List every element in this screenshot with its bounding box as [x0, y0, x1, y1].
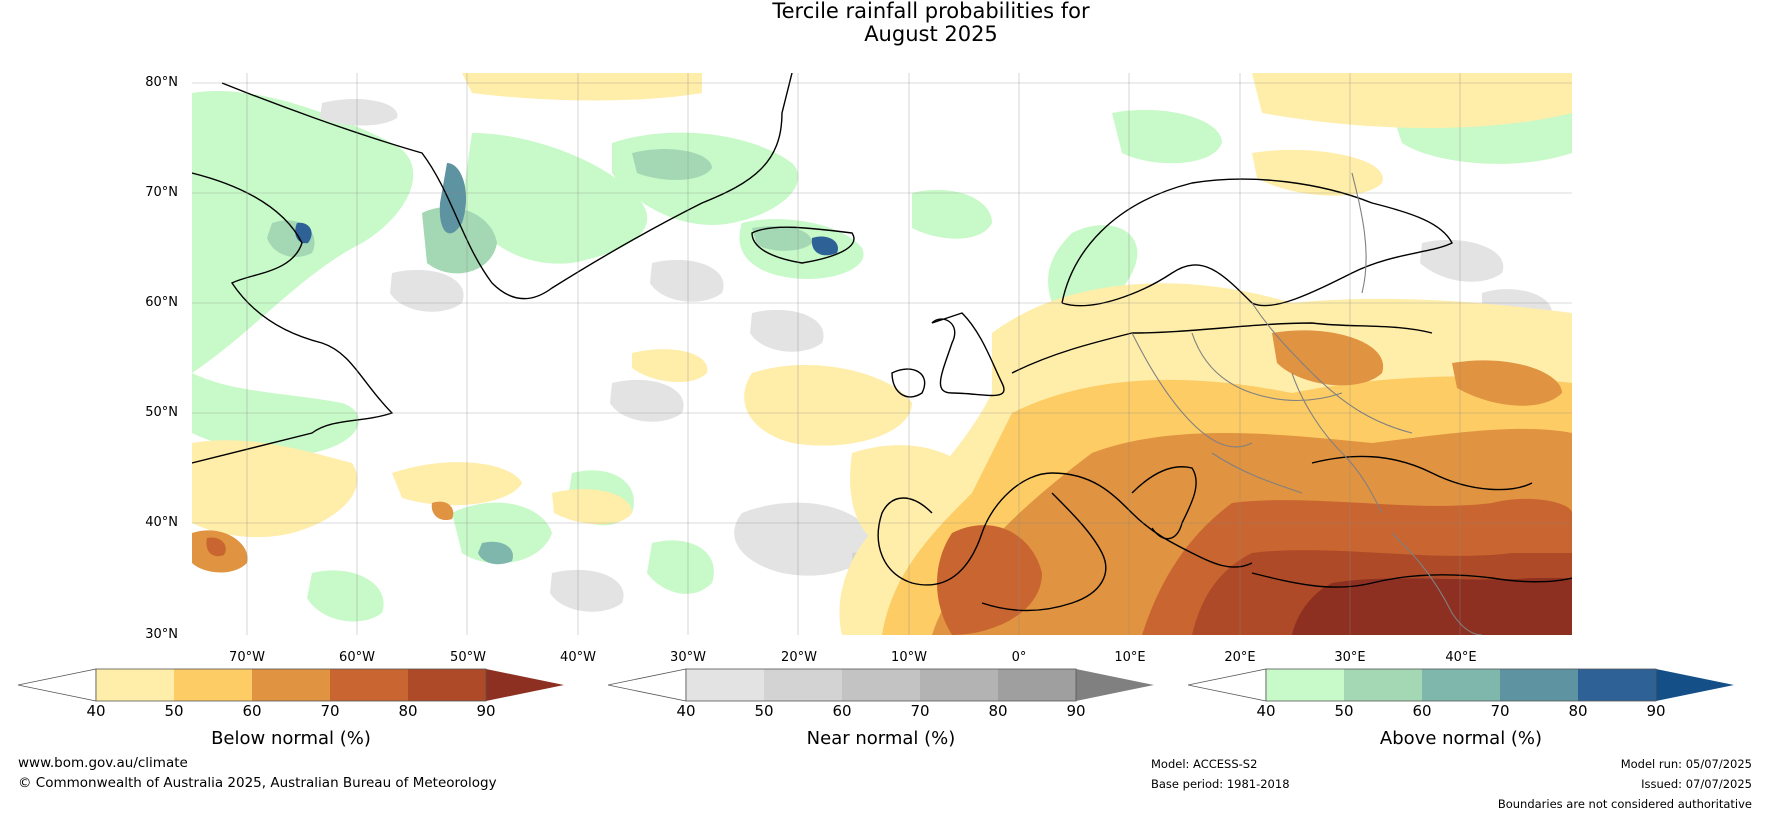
above-normal-label: Above normal (%) — [1379, 728, 1543, 749]
above-tick-40: 40 — [1256, 702, 1276, 720]
country-borders — [1131, 172, 1483, 635]
lat-label-50n: 50°N — [145, 405, 178, 420]
above-tick-60: 60 — [1412, 702, 1432, 720]
lat-label-70n: 70°N — [145, 185, 178, 200]
colorbar-near-swatches — [608, 668, 1154, 702]
below-tick-40: 40 — [86, 702, 106, 720]
model-text: Model: ACCESS-S2 — [1151, 757, 1258, 771]
colorbar-above-swatches — [1188, 668, 1734, 702]
below-normal-label: Below normal (%) — [211, 728, 371, 749]
near-tick-80: 80 — [988, 702, 1008, 720]
lat-label-80n: 80°N — [145, 75, 178, 90]
lon-label-10w: 10°W — [891, 650, 927, 665]
graticule — [192, 73, 1572, 635]
below-tick-80: 80 — [398, 702, 418, 720]
lon-label-70w: 70°W — [229, 650, 265, 665]
lon-label-60w: 60°W — [339, 650, 375, 665]
near-tick-90: 90 — [1066, 702, 1086, 720]
website-link[interactable]: www.bom.gov.au/climate — [18, 755, 188, 771]
disclaimer-text: Boundaries are not considered authoritat… — [1497, 797, 1752, 811]
lon-label-0: 0° — [1011, 650, 1027, 665]
rainfall-probability-map — [192, 73, 1572, 635]
lon-label-10e: 10°E — [1114, 650, 1146, 665]
lon-label-50w: 50°W — [450, 650, 486, 665]
lon-label-40w: 40°W — [560, 650, 596, 665]
title-line-2: August 2025 — [864, 22, 998, 46]
lon-label-20w: 20°W — [781, 650, 817, 665]
lon-label-30e: 30°E — [1334, 650, 1366, 665]
colorbar-below-swatches — [18, 668, 564, 702]
below-tick-70: 70 — [320, 702, 340, 720]
base-period-text: Base period: 1981-2018 — [1151, 777, 1290, 791]
lon-label-30w: 30°W — [670, 650, 706, 665]
lon-label-40e: 40°E — [1445, 650, 1477, 665]
above-tick-50: 50 — [1334, 702, 1354, 720]
map-title: Tercile rainfall probabilities for Augus… — [0, 0, 1770, 46]
title-line-1: Tercile rainfall probabilities for — [772, 0, 1090, 23]
issued-text: Issued: 07/07/2025 — [1641, 777, 1752, 791]
lat-label-40n: 40°N — [145, 515, 178, 530]
above-tick-90: 90 — [1646, 702, 1666, 720]
near-normal-label: Near normal (%) — [806, 728, 956, 749]
below-normal-patches — [192, 73, 1572, 635]
below-tick-50: 50 — [164, 702, 184, 720]
below-tick-60: 60 — [242, 702, 262, 720]
near-tick-60: 60 — [832, 702, 852, 720]
above-tick-80: 80 — [1568, 702, 1588, 720]
lat-label-60n: 60°N — [145, 295, 178, 310]
copyright-text: © Commonwealth of Australia 2025, Austra… — [18, 775, 497, 791]
model-run-text: Model run: 05/07/2025 — [1620, 757, 1752, 771]
near-tick-40: 40 — [676, 702, 696, 720]
lat-label-30n: 30°N — [145, 627, 178, 642]
near-tick-50: 50 — [754, 702, 774, 720]
above-tick-70: 70 — [1490, 702, 1510, 720]
lon-label-20e: 20°E — [1224, 650, 1256, 665]
below-tick-90: 90 — [476, 702, 496, 720]
near-tick-70: 70 — [910, 702, 930, 720]
map-canvas — [192, 73, 1572, 635]
coastlines — [192, 73, 1572, 612]
